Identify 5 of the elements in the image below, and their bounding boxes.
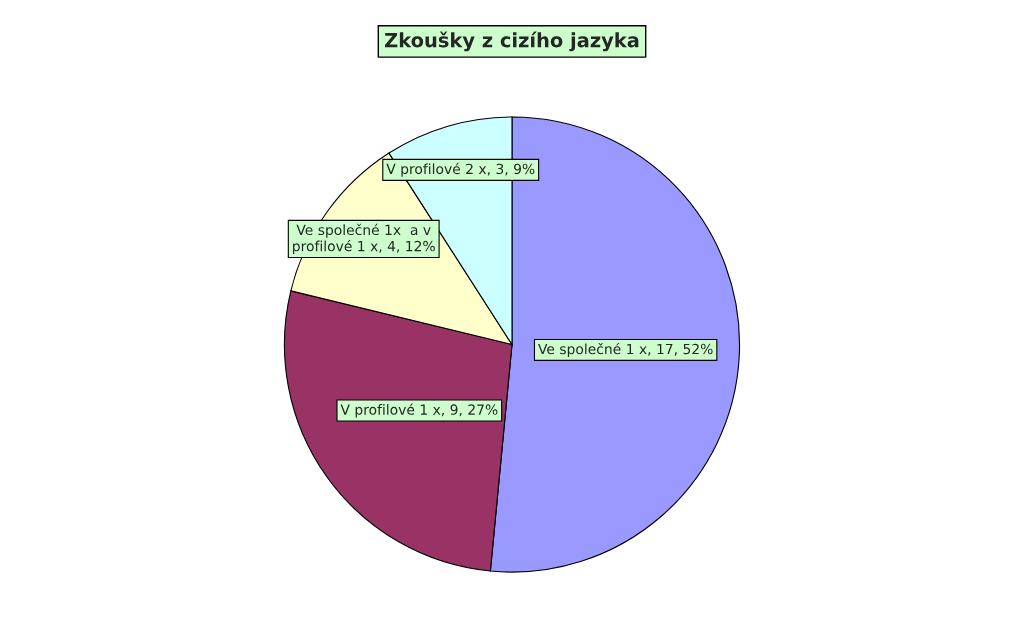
slice-label: Ve společné 1 x, 17, 52% <box>538 342 713 357</box>
slice-label: V profilové 1 x, 9, 27% <box>340 403 498 418</box>
slice-label: Ve společné 1x a v profilové 1 x, 4, 12% <box>293 223 435 255</box>
slice-label: V profilové 2 x, 3, 9% <box>386 162 535 177</box>
chart-title: Zkoušky z cizího jazyka <box>385 31 639 52</box>
